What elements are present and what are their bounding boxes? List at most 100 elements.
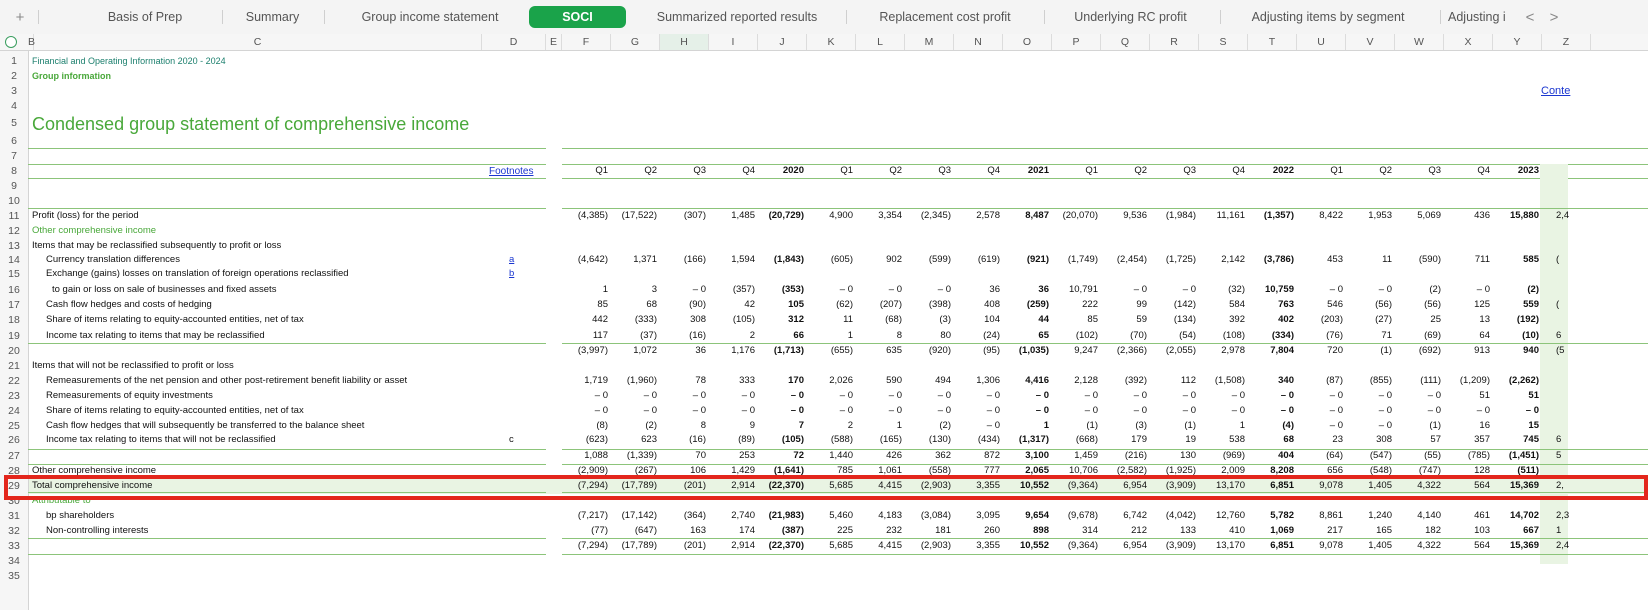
- cell-value[interactable]: 2,009: [1221, 465, 1245, 476]
- cell-value[interactable]: 2: [749, 330, 755, 341]
- cell-value[interactable]: 10,552: [1019, 480, 1049, 491]
- cell-value[interactable]: (95): [983, 345, 1000, 356]
- column-header[interactable]: O: [1003, 34, 1052, 50]
- tab-summarized-reported-results[interactable]: Summarized reported results: [656, 10, 818, 24]
- cell-value[interactable]: 19: [1185, 434, 1196, 445]
- cell-value[interactable]: (62): [836, 299, 853, 310]
- cell-value[interactable]: (267): [634, 465, 657, 476]
- cell-value[interactable]: (921): [1026, 254, 1049, 265]
- cell-value[interactable]: 1,719: [584, 375, 608, 386]
- cell-value[interactable]: 66: [793, 330, 804, 341]
- cell-value[interactable]: 99: [1136, 299, 1147, 310]
- cell-value[interactable]: – 0: [1280, 405, 1294, 416]
- row-number[interactable]: 23: [8, 390, 20, 402]
- cell-value[interactable]: (1,209): [1459, 375, 1490, 386]
- cell-value[interactable]: – 0: [1035, 405, 1049, 416]
- cell-value[interactable]: – 0: [692, 405, 706, 416]
- cell-value[interactable]: (56): [1424, 299, 1441, 310]
- cell-value[interactable]: (2,903): [920, 540, 951, 551]
- cell-value[interactable]: 494: [935, 375, 951, 386]
- cell-value[interactable]: (623): [585, 434, 608, 445]
- cell-value[interactable]: (108): [1222, 330, 1245, 341]
- cell-value[interactable]: 5,782: [1270, 510, 1294, 521]
- cell-value[interactable]: (68): [885, 314, 902, 325]
- cell-value[interactable]: 711: [1474, 254, 1490, 265]
- cell-value[interactable]: 745: [1523, 434, 1539, 445]
- contents-link[interactable]: Conte: [1541, 85, 1571, 97]
- cell-value[interactable]: 635: [886, 345, 902, 356]
- cell-value[interactable]: (920): [928, 345, 951, 356]
- cell-value[interactable]: 392: [1229, 314, 1245, 325]
- cell-value[interactable]: – 0: [986, 390, 1000, 401]
- cell-value[interactable]: 1,306: [976, 375, 1000, 386]
- cell-value[interactable]: (668): [1075, 434, 1098, 445]
- row-number[interactable]: 14: [8, 254, 20, 266]
- cell-value[interactable]: (357): [732, 284, 755, 295]
- cell-value[interactable]: (89): [738, 434, 755, 445]
- cell-value[interactable]: 453: [1327, 254, 1343, 265]
- cell-value[interactable]: 308: [1376, 434, 1392, 445]
- cell-value[interactable]: (1): [1086, 420, 1098, 431]
- cell-value[interactable]: (16): [689, 330, 706, 341]
- cell-value[interactable]: – 0: [1084, 405, 1098, 416]
- cell-value[interactable]: 408: [984, 299, 1000, 310]
- column-header[interactable]: G: [611, 34, 660, 50]
- column-header[interactable]: P: [1052, 34, 1101, 50]
- column-header[interactable]: S: [1199, 34, 1248, 50]
- cell-value-cut[interactable]: 2,: [1556, 480, 1564, 491]
- cell-value[interactable]: (548): [1369, 465, 1392, 476]
- cell-value[interactable]: – 0: [1378, 420, 1392, 431]
- row-number[interactable]: 29: [8, 480, 20, 492]
- cell-value-cut[interactable]: 2,4: [1556, 540, 1570, 551]
- cell-value[interactable]: 357: [1474, 434, 1490, 445]
- cell-value[interactable]: (969): [1222, 450, 1245, 461]
- footnote-ref[interactable]: a: [509, 254, 515, 265]
- row-number[interactable]: 1: [11, 55, 17, 67]
- cell-value[interactable]: 4,900: [829, 210, 853, 221]
- row-number[interactable]: 18: [8, 314, 20, 326]
- cell-value[interactable]: 590: [886, 375, 902, 386]
- cell-value[interactable]: 5,069: [1417, 210, 1441, 221]
- cell-value[interactable]: (2): [939, 420, 951, 431]
- cell-value[interactable]: (20,070): [1062, 210, 1098, 221]
- cell-value[interactable]: 9,654: [1025, 510, 1049, 521]
- cell-value[interactable]: 1,061: [878, 465, 902, 476]
- cell-value[interactable]: 2,740: [731, 510, 755, 521]
- cell-value[interactable]: 11: [1382, 254, 1392, 265]
- cell-value[interactable]: 165: [1376, 525, 1392, 536]
- cell-value[interactable]: 1,072: [633, 345, 657, 356]
- tab-underlying-rc-profit[interactable]: Underlying RC profit: [1074, 10, 1187, 24]
- cell-value[interactable]: 426: [886, 450, 902, 461]
- cell-value[interactable]: – 0: [643, 405, 657, 416]
- cell-value[interactable]: (105): [732, 314, 755, 325]
- cell-value[interactable]: 9,078: [1319, 540, 1343, 551]
- cell-value[interactable]: 785: [837, 465, 853, 476]
- cell-value[interactable]: 16: [1479, 420, 1490, 431]
- cell-value[interactable]: – 0: [741, 405, 755, 416]
- cell-value[interactable]: (1,725): [1165, 254, 1196, 265]
- row-number[interactable]: 12: [8, 225, 20, 237]
- cell-value[interactable]: (105): [781, 434, 804, 445]
- cell-value[interactable]: (259): [1026, 299, 1049, 310]
- cell-value[interactable]: 404: [1278, 450, 1294, 461]
- cell-value[interactable]: (1): [1380, 345, 1392, 356]
- row-number[interactable]: 5: [11, 117, 17, 129]
- cell-value[interactable]: 1,485: [731, 210, 755, 221]
- cell-value[interactable]: 179: [1131, 434, 1147, 445]
- cell-value[interactable]: 42: [744, 299, 755, 310]
- cell-value[interactable]: 2: [847, 420, 853, 431]
- cell-value[interactable]: – 0: [839, 390, 853, 401]
- column-header[interactable]: U: [1297, 34, 1346, 50]
- cell-value[interactable]: (17,522): [621, 210, 657, 221]
- cell-value[interactable]: – 0: [643, 390, 657, 401]
- cell-value[interactable]: (2,454): [1116, 254, 1147, 265]
- cell-value[interactable]: (1,508): [1214, 375, 1245, 386]
- cell-value[interactable]: 125: [1474, 299, 1490, 310]
- cell-value[interactable]: 57: [1430, 434, 1441, 445]
- cell-value[interactable]: 212: [1131, 525, 1147, 536]
- cell-value[interactable]: 163: [690, 525, 706, 536]
- cell-value[interactable]: (24): [983, 330, 1000, 341]
- cell-value[interactable]: (2): [1527, 284, 1539, 295]
- row-number[interactable]: 4: [11, 100, 17, 112]
- cell-value[interactable]: 130: [1180, 450, 1196, 461]
